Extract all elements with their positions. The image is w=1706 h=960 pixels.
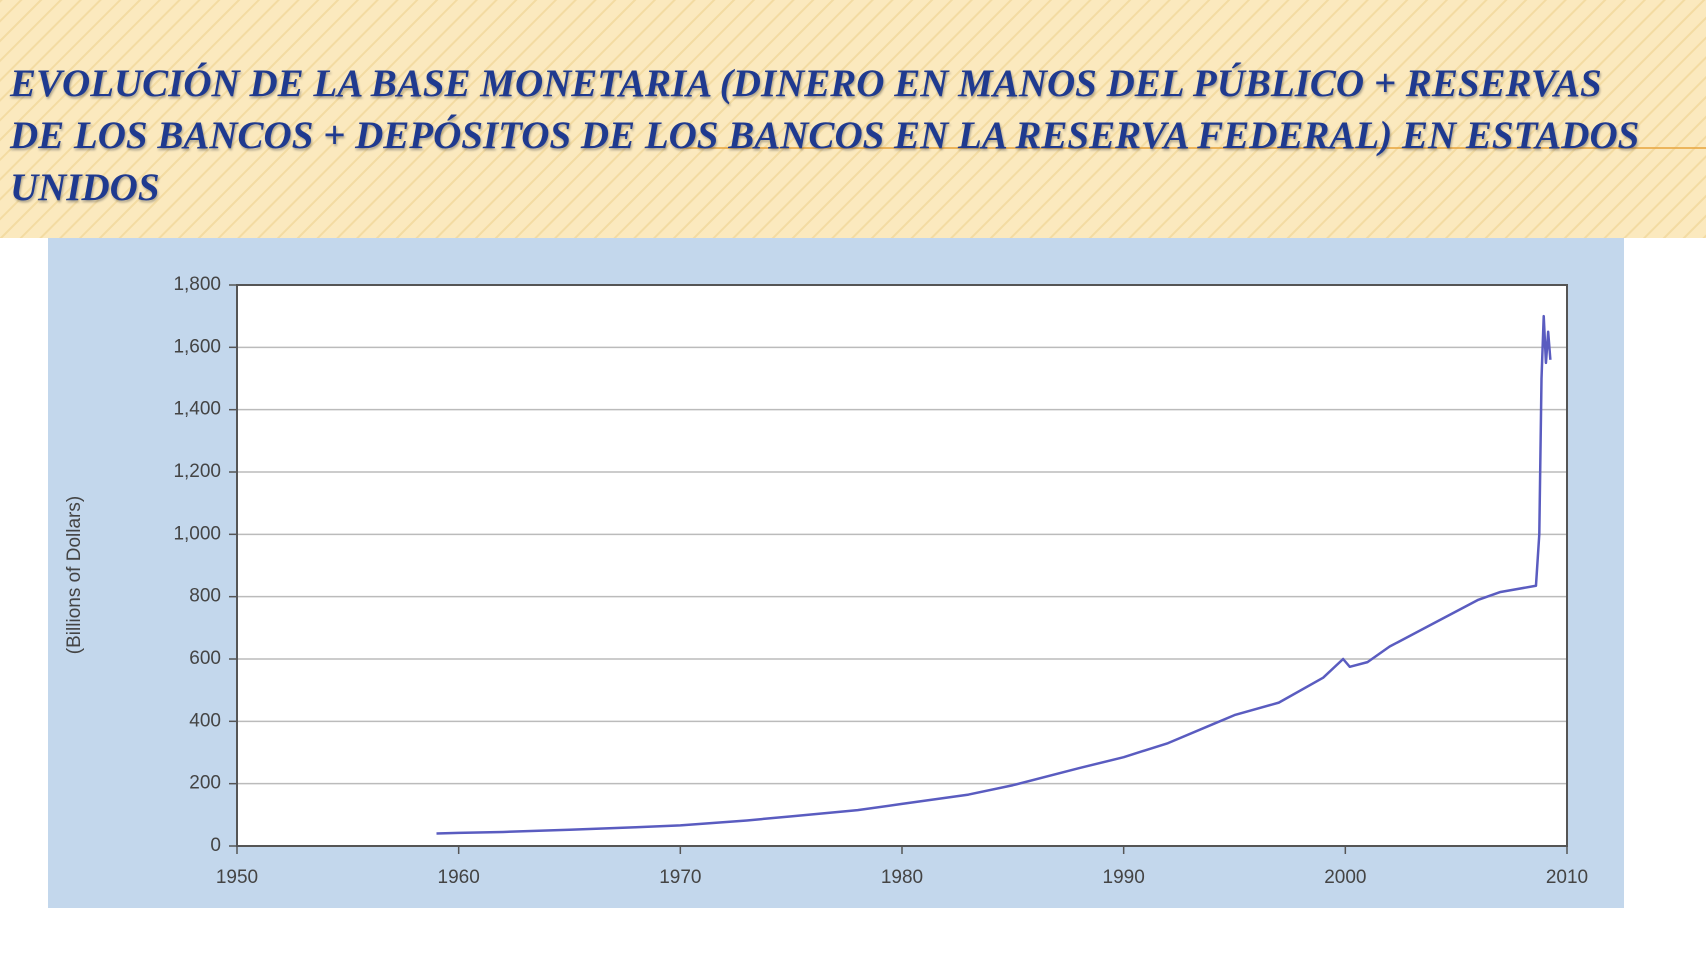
- y-tick-label: 200: [189, 773, 221, 794]
- x-tick-label: 1970: [659, 867, 701, 888]
- x-tick-label: 1950: [216, 867, 258, 888]
- y-tick-label: 400: [189, 710, 221, 731]
- x-tick-label: 1990: [1103, 867, 1145, 888]
- y-axis-label: (Billions of Dollars): [64, 496, 85, 654]
- y-tick-label: 1,600: [173, 336, 221, 357]
- y-tick-label: 1,400: [173, 399, 221, 420]
- x-tick-label: 2010: [1546, 867, 1588, 888]
- x-tick-label: 1980: [881, 867, 923, 888]
- y-tick-label: 1,800: [173, 274, 221, 295]
- data-line: [436, 314, 1552, 835]
- y-tick-label: 0: [210, 835, 221, 856]
- y-tick-label: 600: [189, 648, 221, 669]
- title-band: [0, 0, 1706, 238]
- x-tick-label: 1960: [438, 867, 480, 888]
- y-tick-label: 1,000: [173, 523, 221, 544]
- y-tick-label: 1,200: [173, 461, 221, 482]
- slide-title: EVOLUCIÓN DE LA BASE MONETARIA (DINERO E…: [10, 62, 1640, 209]
- plot-area: [237, 285, 1567, 846]
- x-tick-label: 2000: [1324, 867, 1366, 888]
- y-tick-label: 800: [189, 586, 221, 607]
